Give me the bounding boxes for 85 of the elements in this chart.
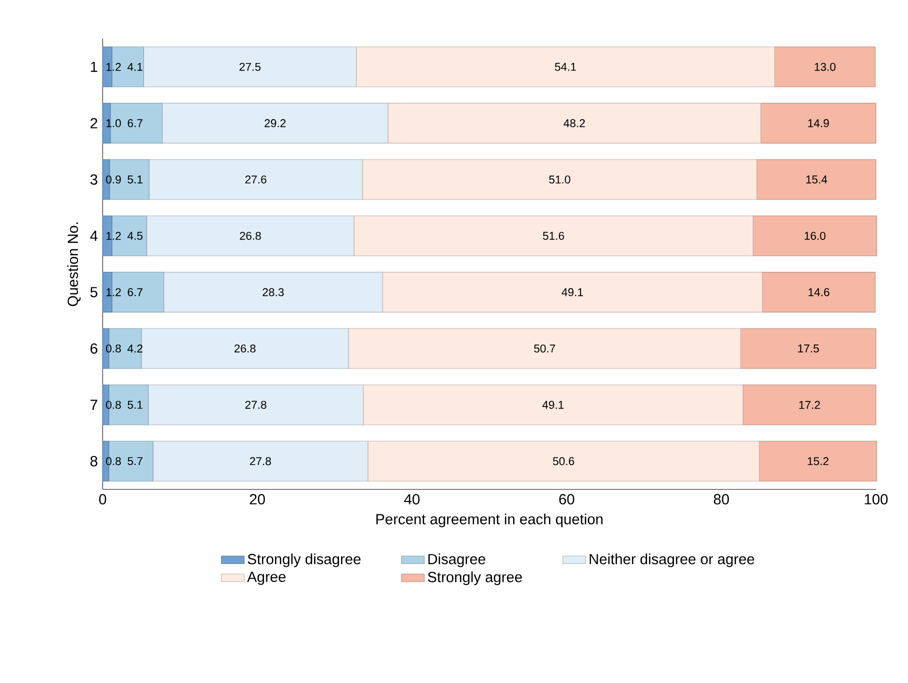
data-label: 27.8 <box>245 400 266 410</box>
y-axis-title: Question No. <box>67 222 81 306</box>
x-axis-title: Percent agreement in each quetion <box>376 514 602 528</box>
legend-label: Disagree <box>428 554 486 568</box>
bar <box>756 159 876 200</box>
y-tick-label: 4 <box>90 230 98 242</box>
bar <box>388 103 762 144</box>
y-tick-label: 8 <box>90 456 98 467</box>
y-tick-label: 7 <box>90 400 98 410</box>
data-label: 0.8 <box>106 400 121 410</box>
data-label: 15.4 <box>806 176 828 184</box>
bar <box>382 272 763 313</box>
x-tick-label: 0 <box>99 494 106 505</box>
data-label: 6.7 <box>128 288 142 296</box>
bar <box>760 103 876 144</box>
bar <box>362 159 758 200</box>
data-label: 49.1 <box>542 400 564 410</box>
data-label: 0.8 <box>106 457 121 466</box>
bar <box>752 216 878 256</box>
x-tick-label: 40 <box>404 494 420 505</box>
data-label: 5.1 <box>128 401 142 409</box>
data-label: 14.6 <box>808 288 830 296</box>
data-label: 29.2 <box>264 119 286 128</box>
data-label: 49.1 <box>562 288 583 296</box>
y-tick-label: 1 <box>90 62 98 72</box>
x-tick-label: 80 <box>714 494 729 505</box>
data-label: 50.7 <box>534 344 556 353</box>
legend-label: Strongly agree <box>428 572 522 586</box>
legend-label: Strongly disagree <box>248 554 361 568</box>
data-label: 28.3 <box>262 288 284 296</box>
data-label: 0.9 <box>106 176 121 184</box>
data-label: 4.2 <box>127 344 142 353</box>
y-tick-label: 5 <box>90 287 98 298</box>
data-label: 1.2 <box>106 232 121 240</box>
y-tick-label: 6 <box>90 344 98 354</box>
x-tick-label: 100 <box>864 494 888 505</box>
data-label: 50.6 <box>553 457 574 466</box>
bar <box>162 103 388 144</box>
bar <box>152 441 368 482</box>
data-label: 5.7 <box>128 457 142 466</box>
y-tick-label: 2 <box>90 118 98 128</box>
bar <box>742 384 876 426</box>
data-label: 4.1 <box>127 63 142 71</box>
bar <box>368 441 760 482</box>
data-label: 17.2 <box>799 401 820 409</box>
legend-label: Neither disagree or agree <box>590 554 754 568</box>
x-tick-label: 20 <box>250 494 265 505</box>
bar <box>354 216 754 256</box>
data-label: 16.0 <box>804 232 826 240</box>
bar <box>348 328 741 369</box>
bar <box>148 384 364 426</box>
data-label: 4.5 <box>127 232 143 240</box>
data-label: 13.0 <box>814 63 836 72</box>
bar <box>740 328 876 369</box>
data-label: 15.2 <box>808 457 828 466</box>
bar <box>758 441 878 482</box>
data-label: 1.2 <box>106 63 121 71</box>
data-label: 6.7 <box>128 119 142 128</box>
bar <box>363 384 744 426</box>
data-label: 26.8 <box>234 344 256 353</box>
data-label: 48.2 <box>564 119 585 128</box>
data-label: 1.2 <box>106 288 121 296</box>
data-label: 26.8 <box>240 232 261 240</box>
data-label: 27.5 <box>240 63 261 72</box>
data-label: 1.0 <box>106 119 121 128</box>
legend-label: Agree <box>247 572 286 586</box>
data-label: 51.0 <box>549 176 570 184</box>
bar <box>148 159 363 200</box>
bar <box>774 46 876 88</box>
data-label: 5.1 <box>128 176 142 184</box>
data-label: 14.9 <box>808 119 829 128</box>
bar <box>163 272 383 313</box>
x-tick-label: 60 <box>559 494 574 505</box>
bar <box>146 216 354 256</box>
data-label: 54.1 <box>554 63 576 71</box>
data-label: 17.5 <box>798 344 819 353</box>
bar <box>143 46 357 88</box>
bar <box>762 272 876 313</box>
data-label: 51.6 <box>542 232 564 240</box>
bar <box>141 328 349 369</box>
data-label: 0.8 <box>106 344 121 353</box>
data-label: 27.8 <box>250 457 271 466</box>
y-tick-label: 3 <box>90 174 98 185</box>
data-label: 27.6 <box>245 176 266 184</box>
bar <box>356 46 775 88</box>
